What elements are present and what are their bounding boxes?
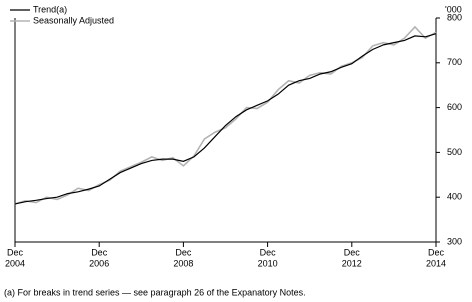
y-tick-label: 800 — [447, 12, 462, 22]
footnote: (a) For breaks in trend series — see par… — [4, 287, 306, 297]
y-tick-label: 400 — [447, 192, 462, 202]
x-tick-label: Dec — [428, 247, 445, 257]
x-tick-label: 2008 — [173, 258, 193, 268]
x-tick-label: Dec — [91, 247, 108, 257]
x-tick-label: 2010 — [258, 258, 278, 268]
y-tick-label: 700 — [447, 57, 462, 67]
x-tick-label: 2012 — [342, 258, 362, 268]
y-tick-label: 600 — [447, 102, 462, 112]
x-tick-label: 2006 — [89, 258, 109, 268]
x-tick-label: 2004 — [5, 258, 25, 268]
x-tick-label: 2014 — [426, 258, 446, 268]
y-tick-label: 300 — [447, 236, 462, 246]
unit-label: '000 — [445, 4, 462, 14]
legend-label: Trend(a) — [33, 4, 67, 14]
series-line — [14, 33, 437, 205]
x-tick-label: Dec — [344, 247, 361, 257]
x-tick-label: Dec — [175, 247, 192, 257]
x-tick-label: Dec — [7, 247, 24, 257]
y-tick-label: 500 — [447, 147, 462, 157]
x-tick-label: Dec — [260, 247, 277, 257]
series-line — [14, 25, 437, 205]
legend-label: Seasonally Adjusted — [33, 15, 114, 25]
